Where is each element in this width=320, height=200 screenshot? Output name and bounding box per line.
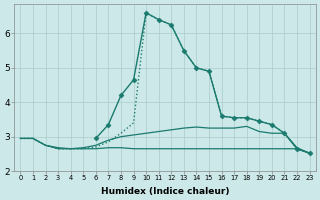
X-axis label: Humidex (Indice chaleur): Humidex (Indice chaleur) — [101, 187, 229, 196]
